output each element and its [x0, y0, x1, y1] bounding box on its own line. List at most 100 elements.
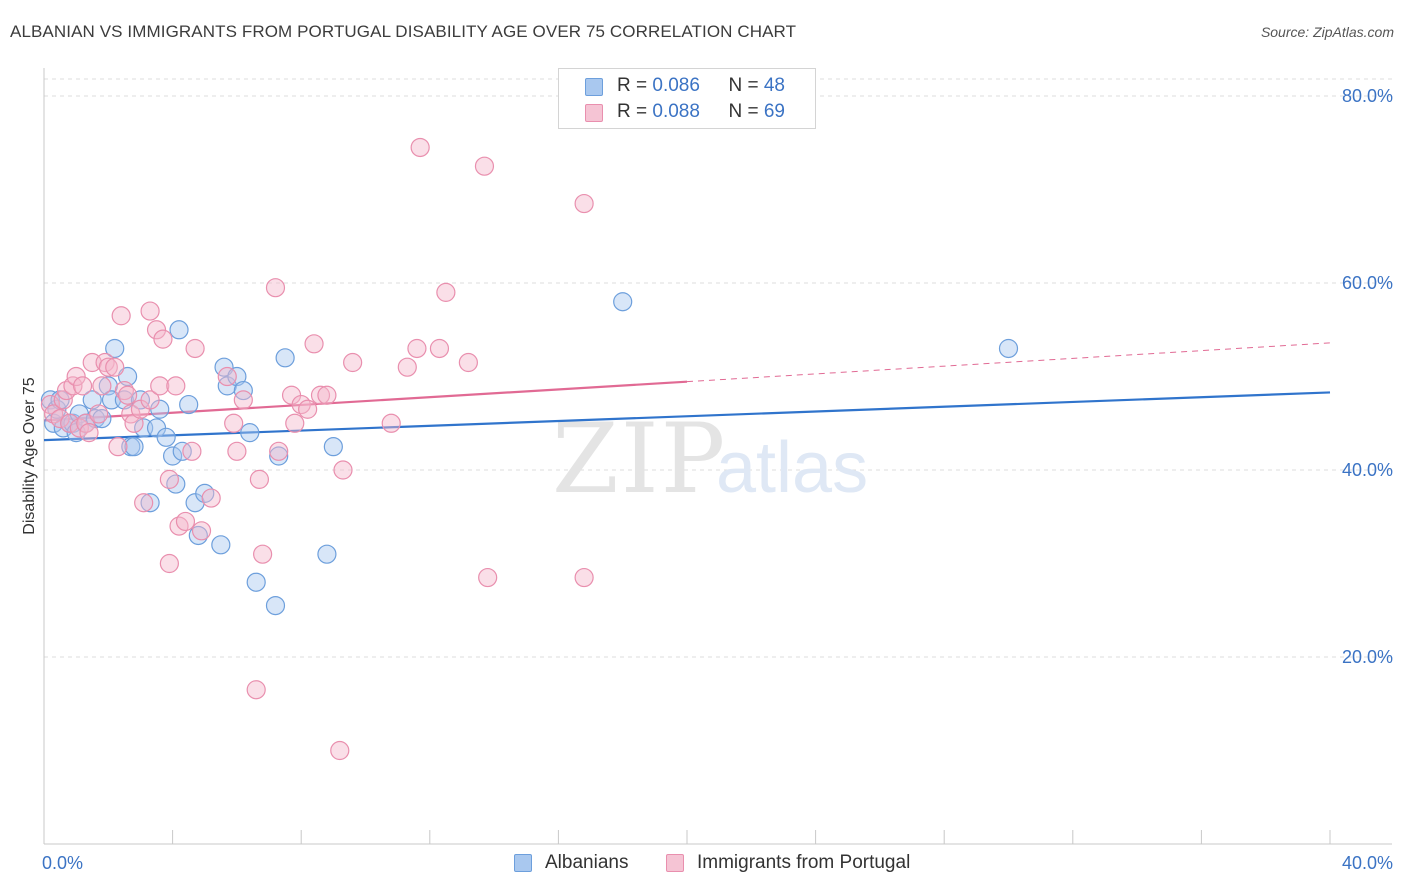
portugal-point-39: [201, 488, 221, 508]
portugal-point-27: [140, 301, 160, 321]
albanian-point-45: [323, 437, 343, 457]
albanian-point-47: [998, 338, 1019, 359]
albanian-point-42: [269, 446, 289, 466]
n-value: 48: [763, 75, 785, 96]
y-tick-label-20: 20.0%: [1342, 647, 1393, 667]
albanian-point-17: [117, 366, 138, 387]
r-value: 0.088: [652, 101, 700, 122]
portugal-point-44: [246, 680, 266, 700]
portugal-point-57: [333, 460, 353, 480]
albanian-point-25: [156, 427, 176, 447]
chart-title: ALBANIAN VS IMMIGRANTS FROM PORTUGAL DIS…: [10, 22, 797, 41]
albanian-point-44: [317, 544, 337, 564]
y-tick-label-60: 60.0%: [1342, 273, 1393, 293]
albanian-point-26: [163, 446, 183, 466]
portugal-point-58: [343, 352, 363, 373]
watermark: ZIP atlas: [552, 403, 868, 515]
series-legend: Albanians Immigrants from Portugal: [0, 852, 1406, 878]
portugal-point-30: [153, 329, 173, 349]
portugal-point-50: [285, 413, 305, 433]
y-tick-label-40: 40.0%: [1342, 460, 1393, 480]
portugal-point-41: [224, 413, 244, 433]
albanian-point-41: [265, 595, 286, 616]
portugal-point-31: [159, 469, 179, 489]
portugal-point-63: [410, 137, 430, 158]
legend-label-albanians: Albanians: [545, 852, 629, 873]
albanian-point-30: [179, 394, 199, 415]
portugal-point-17: [105, 357, 125, 377]
albanian-point-19: [124, 437, 144, 457]
portugal-point-26: [140, 390, 160, 410]
x-ticks: [172, 830, 1331, 844]
portugal-point-64: [436, 282, 456, 302]
portugal-point-2: [50, 409, 70, 429]
portugal-point-16: [98, 357, 118, 377]
legend-label-portugal: Immigrants from Portugal: [697, 852, 911, 873]
portugal-point-66: [474, 156, 495, 176]
n-value: 69: [763, 101, 785, 122]
portugal-point-48: [269, 441, 289, 461]
portugal-point-60: [397, 357, 417, 377]
albanian-point-43: [275, 348, 295, 368]
portugal-point-33: [166, 376, 186, 396]
albanian-point-10: [82, 390, 102, 410]
legend-swatch-blue: [585, 78, 603, 96]
watermark-zip: ZIP: [552, 403, 727, 515]
portugal-point-37: [185, 338, 205, 359]
portugal-point-62: [429, 338, 450, 359]
portugal-point-14: [92, 376, 112, 396]
portugal-point-42: [227, 441, 247, 461]
grid: [44, 78, 1392, 658]
y-tick-labels: 20.0% 40.0% 60.0% 80.0%: [1342, 86, 1393, 667]
portugal-point-13: [89, 404, 109, 424]
portugal-point-23: [124, 413, 144, 433]
n-label: N =: [728, 75, 764, 96]
portugal-point-53: [304, 334, 324, 354]
portugal-point-65: [458, 352, 478, 373]
portugal-point-52: [298, 399, 318, 419]
portugal-trend-line-extension: [686, 342, 1331, 383]
x-tick-label-40: 40.0%: [1342, 853, 1393, 873]
portugal-point-19: [111, 306, 131, 326]
albanian-point-15: [105, 338, 125, 359]
portugal-point-21: [117, 385, 138, 405]
portugal-point-25: [134, 493, 154, 513]
r-label: R =: [617, 75, 653, 96]
albanian-point-46: [613, 292, 633, 312]
portugal-point-45: [249, 469, 270, 489]
portugal-point-9: [72, 376, 93, 396]
legend-swatch-pink: [666, 854, 684, 872]
portugal-point-11: [79, 423, 99, 443]
portugal-point-59: [381, 413, 401, 433]
x-tick-label-0: 0.0%: [42, 853, 83, 873]
watermark-atlas: atlas: [716, 428, 868, 508]
y-axis-label: Disability Age Over 75: [21, 377, 38, 535]
portugal-point-54: [310, 385, 331, 405]
portugal-point-28: [146, 320, 167, 340]
r-value: 0.086: [652, 75, 700, 96]
portugal-point-18: [108, 437, 128, 457]
albanian-point-28: [169, 320, 189, 340]
albanian-point-34: [211, 535, 231, 555]
data-points: [40, 137, 1019, 761]
portugal-point-38: [191, 521, 212, 541]
portugal-point-40: [217, 366, 237, 387]
portugal-point-35: [175, 511, 196, 532]
albanian-point-22: [140, 493, 160, 513]
source-credit: Source: ZipAtlas.com: [1260, 24, 1394, 40]
portugal-point-56: [330, 740, 350, 761]
portugal-point-61: [407, 338, 427, 359]
portugal-point-47: [265, 278, 286, 298]
correlation-legend: R = 0.086 N = 48 R = 0.088 N = 69: [558, 68, 816, 129]
albanian-point-29: [172, 441, 192, 461]
albanian-point-40: [246, 572, 266, 592]
r-label: R =: [617, 101, 653, 122]
albanian-point-37: [227, 366, 247, 387]
portugal-point-67: [478, 567, 498, 588]
portugal-point-69: [574, 567, 594, 588]
portugal-point-32: [159, 553, 179, 574]
portugal-trend-line: [43, 380, 688, 422]
legend-swatch-pink: [585, 104, 603, 122]
portugal-point-7: [66, 366, 86, 387]
